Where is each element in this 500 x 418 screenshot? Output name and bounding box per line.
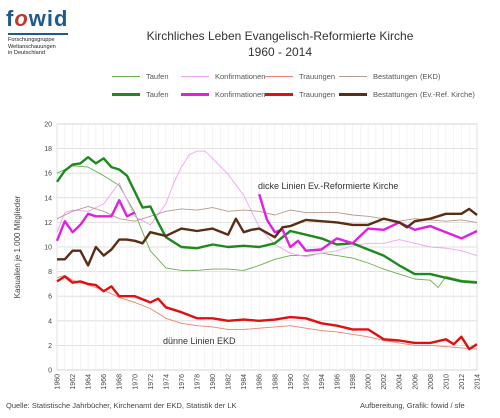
legend-label: Taufen — [146, 72, 169, 81]
legend-swatch — [339, 93, 367, 96]
chart-title: Kirchliches Leben Evangelisch-Reformiert… — [146, 29, 414, 43]
x-tick-label: 2006 — [412, 374, 419, 390]
legend-swatch — [181, 76, 209, 77]
x-tick-label: 1992 — [303, 374, 310, 390]
series-line-bestattungen-ref — [57, 207, 478, 267]
legend-group-label: (Ev.-Ref. Kirche) — [420, 90, 475, 99]
legend-row-ekd: Taufen Konfirmationen Trauungen Bestattu… — [0, 72, 500, 84]
x-tick-label: 1960 — [55, 374, 62, 390]
legend-label: Trauungen — [299, 90, 335, 99]
x-tick-label: 1988 — [272, 374, 279, 390]
y-tick-label: 18 — [44, 146, 52, 153]
series-line-bestattungen-ekd — [56, 205, 478, 223]
logo-subtitle-line: Forschungsgruppe — [8, 37, 55, 43]
x-tick-label: 1990 — [288, 374, 295, 390]
x-tick-label: 1962 — [70, 374, 77, 390]
legend-swatch — [265, 93, 293, 96]
legend-label: Bestattungen — [373, 90, 418, 99]
x-tick-label: 2000 — [366, 374, 373, 390]
legend-label: Trauungen — [299, 72, 335, 81]
logo-underline — [8, 33, 68, 35]
annotation-thin-lines: dünne Linien EKD — [163, 336, 236, 346]
logo-subtitle-line: in Deutschland — [8, 50, 46, 57]
logo-subtitle-line: Weltanschauungen — [8, 43, 56, 50]
y-tick-label: 0 — [48, 368, 52, 375]
y-tick-label: 14 — [44, 195, 52, 202]
y-axis-label: Kasualien je 1.000 Mitglieder — [13, 195, 22, 298]
legend-item: Konfirmationen — [181, 90, 265, 99]
series-line-taufen-ekd — [56, 165, 478, 289]
chart-subtitle-years: 1960 - 2014 — [247, 45, 313, 59]
legend-label: Bestattungen — [373, 72, 418, 81]
legend-item: Bestattungen — [339, 72, 417, 81]
y-tick-label: 8 — [48, 269, 52, 276]
legend-item: Taufen — [112, 72, 169, 81]
x-tick-label: 2008 — [428, 374, 435, 390]
footer-credit: Aufbereitung, Grafik: fowid / sfe — [360, 401, 465, 410]
annotation-thick-lines: dicke Linien Ev.-Reformierte Kirche — [258, 181, 399, 191]
legend-swatch — [112, 93, 140, 96]
y-tick-label: 20 — [44, 122, 52, 129]
legend-swatch — [112, 76, 140, 77]
legend-swatch — [181, 93, 209, 96]
x-tick-label: 1978 — [195, 374, 202, 390]
legend-row-ref: Taufen Konfirmationen Trauungen Bestattu… — [0, 90, 500, 102]
legend-label: Konfirmationen — [215, 90, 266, 99]
x-tick-label: 1974 — [163, 374, 170, 390]
x-tick-label: 1964 — [86, 374, 93, 390]
series-line-taufen-ref — [56, 156, 478, 284]
x-tick-label: 1968 — [117, 374, 124, 390]
y-tick-label: 6 — [48, 294, 52, 301]
y-tick-label: 4 — [48, 318, 52, 325]
x-tick-label: 1996 — [335, 374, 342, 390]
x-tick-label: 1980 — [210, 374, 217, 390]
series-line-trauungen-ekd — [56, 274, 478, 350]
series-line-konfirmationen-ekd — [56, 150, 478, 258]
legend-item: Trauungen — [265, 72, 335, 81]
logo-wordmark: fowid — [6, 6, 69, 31]
legend-swatch — [265, 76, 293, 77]
y-tick-label: 16 — [44, 171, 52, 178]
y-tick-label: 10 — [44, 245, 52, 252]
legend-item: Bestattungen — [339, 90, 417, 99]
x-tick-label: 2014 — [475, 374, 482, 390]
legend-label: Konfirmationen — [215, 72, 266, 81]
legend-item: Trauungen — [265, 90, 335, 99]
x-tick-label: 2002 — [381, 374, 388, 390]
footer-source: Quelle: Statistische Jahrbücher, Kirchen… — [6, 401, 237, 410]
x-tick-label: 2004 — [397, 374, 404, 390]
legend-swatch — [339, 76, 367, 77]
legend-label: Taufen — [146, 90, 169, 99]
x-tick-label: 1970 — [132, 374, 139, 390]
x-tick-label: 1984 — [241, 374, 248, 390]
series-line-trauungen-ref — [56, 275, 478, 351]
x-tick-label: 1994 — [319, 374, 326, 390]
y-tick-label: 12 — [44, 220, 52, 227]
x-tick-label: 2010 — [443, 374, 450, 390]
x-tick-label: 1976 — [179, 374, 186, 390]
x-tick-label: 2012 — [459, 374, 466, 390]
logo-subtitle: Forschungsgruppe Weltanschauungen in Deu… — [8, 37, 56, 57]
x-tick-label: 1972 — [148, 374, 155, 390]
x-tick-label: 1998 — [350, 374, 357, 390]
legend-group-label: (EKD) — [420, 72, 441, 81]
x-tick-label: 1966 — [101, 374, 108, 390]
x-tick-label: 1982 — [226, 374, 233, 390]
legend-item: Konfirmationen — [181, 72, 265, 81]
x-tick-label: 1986 — [257, 374, 264, 390]
legend-item: Taufen — [112, 90, 169, 99]
y-tick-label: 2 — [48, 343, 52, 350]
